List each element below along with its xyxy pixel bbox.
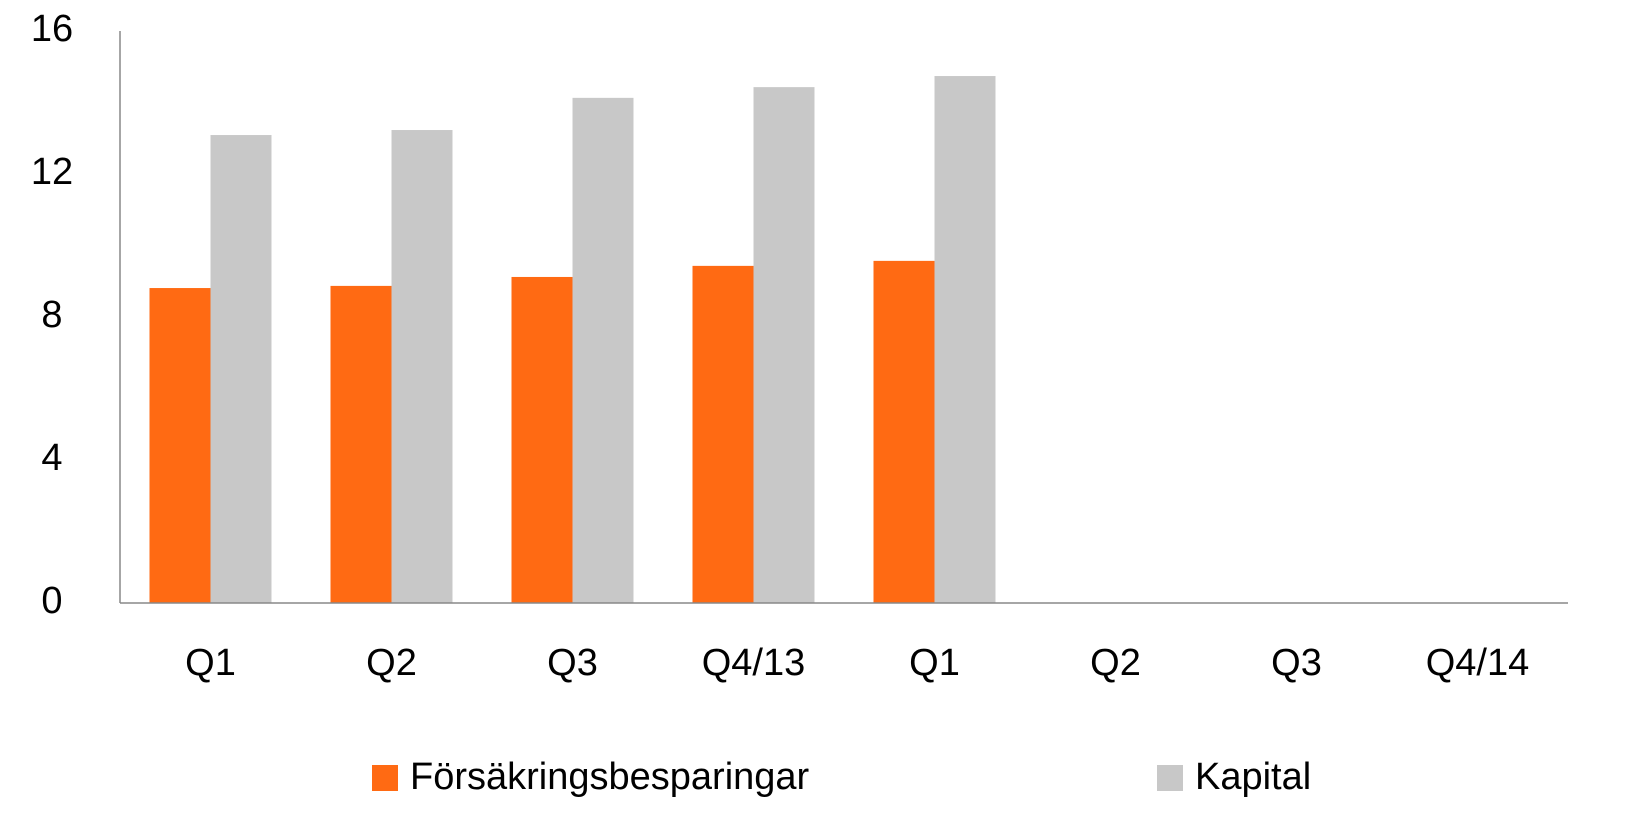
y-tick-label: 8 (41, 294, 62, 336)
x-tick-label: Q4/13 (702, 642, 806, 684)
x-tick-label: Q3 (547, 642, 598, 684)
bar (210, 135, 272, 603)
bar (753, 87, 815, 603)
legend-label: Försäkringsbesparingar (410, 756, 810, 798)
bar (692, 265, 754, 603)
y-tick-label: 16 (31, 8, 73, 50)
legend-swatch (1157, 765, 1183, 791)
x-tick-label: Q1 (909, 642, 960, 684)
x-tick-label: Q1 (185, 642, 236, 684)
x-tick-label: Q4/14 (1426, 642, 1530, 684)
bar (572, 97, 634, 603)
y-tick-label: 0 (41, 580, 62, 622)
x-tick-label: Q2 (1090, 642, 1141, 684)
bar (330, 285, 392, 603)
bar (149, 288, 211, 603)
bar (873, 260, 935, 603)
y-tick-label: 12 (31, 151, 73, 193)
x-tick-label: Q3 (1271, 642, 1322, 684)
y-tick-label: 4 (41, 437, 62, 479)
x-tick-label: Q2 (366, 642, 417, 684)
bar (511, 276, 573, 603)
legend-swatch (372, 765, 398, 791)
bar (934, 76, 996, 604)
legend-label: Kapital (1195, 756, 1311, 798)
bar (391, 130, 453, 603)
